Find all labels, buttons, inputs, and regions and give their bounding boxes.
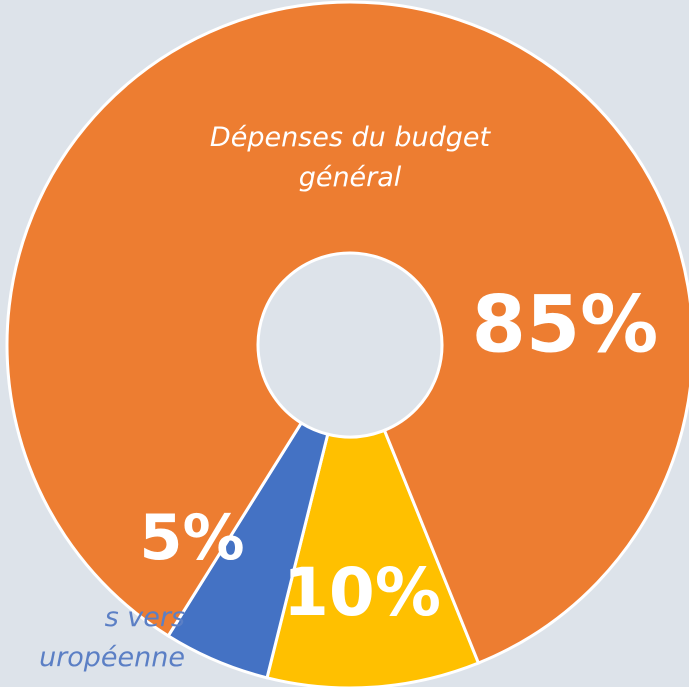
value-label: 85% [472,280,659,370]
page: 85%10%5% (() => { const data = JSON.pars… [0,0,689,687]
value-label: 5% [139,501,244,574]
category-label: Dépenses du budget général [200,118,500,198]
category-label: s vers uropéenne [0,598,185,678]
chart: 85% 10% 5% [0,0,689,687]
value-label: 10% [283,554,441,631]
